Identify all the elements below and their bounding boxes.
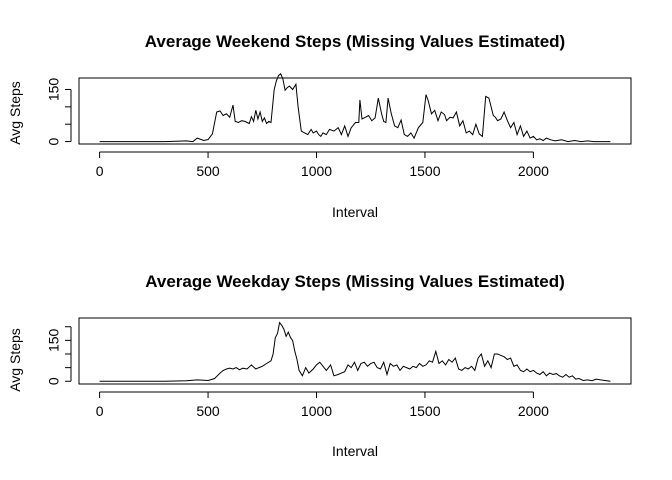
- weekend-steps-line: [99, 72, 611, 143]
- weekday-x-tick-label: 1000: [301, 403, 332, 419]
- weekday-panel: Average Weekday Steps (Missing Values Es…: [7, 272, 632, 459]
- weekend-x-axis: 0 500 1000 1500 2000: [96, 151, 549, 179]
- weekend-x-tick-label: 2000: [518, 163, 549, 179]
- weekend-x-tick-label: 1500: [409, 163, 440, 179]
- weekday-y-tick-label: 150: [46, 328, 62, 352]
- weekday-y-tick-label: 0: [46, 377, 62, 385]
- weekday-y-axis-label: Avg Steps: [7, 328, 23, 392]
- weekday-x-tick-label: 1500: [409, 403, 440, 419]
- weekend-y-axis: 0 150: [46, 78, 72, 145]
- weekend-x-tick-label: 1000: [301, 163, 332, 179]
- weekend-x-axis-label: Interval: [332, 204, 378, 220]
- weekday-x-tick-label: 2000: [518, 403, 549, 419]
- weekend-plot-frame: [78, 77, 632, 145]
- weekend-panel: Average Weekend Steps (Missing Values Es…: [7, 32, 632, 220]
- weekday-x-axis-label: Interval: [332, 443, 378, 459]
- weekend-y-tick-label: 150: [46, 78, 62, 102]
- weekend-y-axis-label: Avg Steps: [7, 81, 23, 145]
- weekend-x-tick-label: 0: [96, 163, 104, 179]
- weekday-x-axis: 0 500 1000 1500 2000: [96, 391, 549, 419]
- weekend-x-tick-label: 500: [196, 163, 220, 179]
- weekday-steps-line: [99, 321, 611, 382]
- weekday-x-tick-label: 0: [96, 403, 104, 419]
- weekday-plot-frame: [78, 317, 632, 385]
- weekend-chart-title: Average Weekend Steps (Missing Values Es…: [145, 32, 565, 51]
- weekday-x-tick-label: 500: [196, 403, 220, 419]
- weekday-y-axis: 0 150: [46, 326, 72, 385]
- weekend-y-tick-label: 0: [46, 137, 62, 145]
- weekday-chart-title: Average Weekday Steps (Missing Values Es…: [145, 272, 565, 291]
